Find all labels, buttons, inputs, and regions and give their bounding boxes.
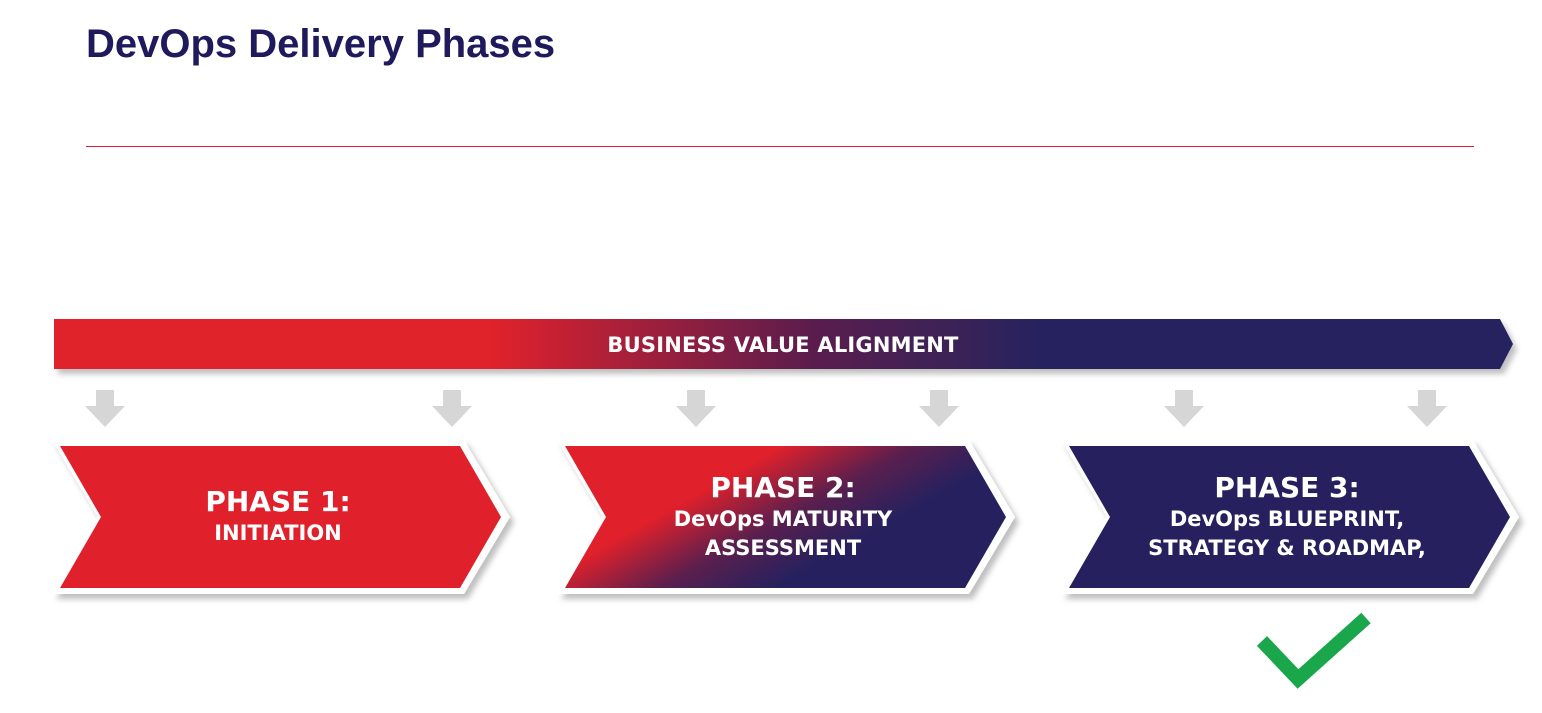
phase-3-label: PHASE 3: DevOps BLUEPRINT, STRATEGY & RO…: [1077, 471, 1497, 563]
phase-2-line-2: ASSESSMENT: [704, 536, 862, 560]
phase-2-line-1: DevOps MATURITY: [673, 507, 893, 531]
phase-2-title: PHASE 2:: [710, 471, 856, 504]
page-title: DevOps Delivery Phases: [86, 22, 556, 66]
phase-1-title: PHASE 1:: [205, 485, 351, 518]
phase-2-chevron: [557, 440, 1015, 594]
down-arrows: [85, 390, 1447, 427]
phase-3-line-1: DevOps BLUEPRINT,: [1169, 507, 1405, 531]
down-arrow-icon: [1164, 390, 1204, 427]
phase-3-chevron: [1061, 440, 1519, 594]
phase-2-label: PHASE 2: DevOps MATURITY ASSESSMENT: [573, 471, 993, 563]
title-divider: [86, 146, 1474, 147]
phase-3-title: PHASE 3:: [1214, 471, 1360, 504]
down-arrow-icon: [85, 390, 125, 427]
down-arrow-icon: [432, 390, 472, 427]
down-arrow-icon: [919, 390, 959, 427]
banner-arrow: [54, 319, 1513, 369]
phase-1-line-1: INITIATION: [214, 521, 342, 545]
phase-3-line-2: STRATEGY & ROADMAP,: [1148, 536, 1426, 560]
phase-1-label: PHASE 1: INITIATION: [68, 485, 488, 548]
checkmark-icon: [1256, 612, 1371, 689]
down-arrow-icon: [1407, 390, 1447, 427]
banner-label: BUSINESS VALUE ALIGNMENT: [607, 333, 959, 357]
down-arrow-icon: [676, 390, 716, 427]
phase-1-chevron: [52, 440, 510, 594]
